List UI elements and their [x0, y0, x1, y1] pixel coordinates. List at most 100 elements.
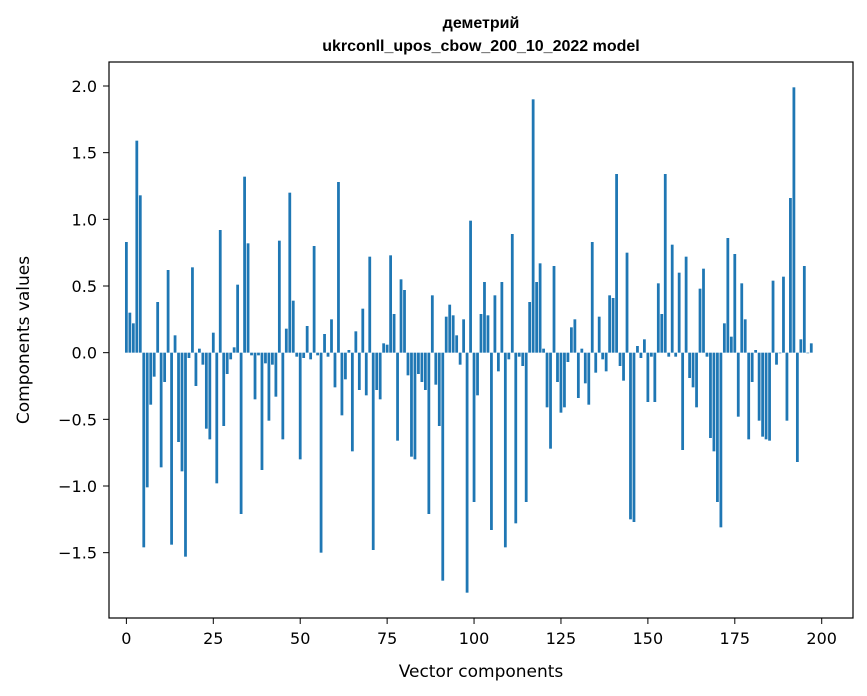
bar-168 [709, 352, 712, 438]
bar-99 [469, 220, 472, 353]
bars-group [124, 87, 813, 593]
bar-15 [177, 352, 180, 442]
bar-0 [124, 242, 128, 353]
bar-139 [608, 295, 612, 353]
bar-10 [159, 352, 163, 468]
bar-29 [225, 352, 229, 374]
bar-72 [375, 352, 379, 390]
bar-120 [542, 348, 545, 353]
bar-7 [149, 352, 153, 405]
x-axis-label: Vector components [399, 662, 564, 682]
bar-83 [413, 352, 417, 460]
bar-37 [253, 352, 257, 400]
y-tick-label: 2.0 [72, 77, 97, 96]
bar-36 [250, 352, 253, 356]
bar-26 [215, 352, 219, 484]
plot-area-frame [108, 61, 854, 619]
bar-171 [719, 352, 723, 528]
bar-151 [649, 352, 653, 357]
bar-27 [218, 230, 222, 353]
x-tick-label: 175 [720, 629, 751, 648]
bar-126 [563, 352, 566, 408]
bar-63 [344, 352, 347, 380]
bar-149 [643, 339, 646, 353]
bar-169 [712, 352, 716, 452]
bar-28 [222, 352, 226, 426]
bar-5 [142, 352, 146, 548]
bar-9 [156, 302, 160, 353]
bar-159 [677, 272, 681, 353]
bar-107 [496, 352, 500, 372]
bar-108 [500, 282, 504, 353]
bar-181 [754, 350, 758, 353]
bar-195 [802, 266, 806, 353]
chart-title-line1: деметрий [443, 15, 520, 32]
bar-70 [368, 256, 372, 353]
bar-184 [764, 352, 768, 440]
bar-22 [201, 352, 205, 365]
x-axis-ticks: 0 25 50 75 100 125 150 175 200 [121, 618, 837, 648]
bar-56 [319, 352, 323, 553]
bar-191 [789, 198, 792, 353]
bar-124 [556, 352, 559, 382]
bar-174 [729, 336, 733, 353]
bar-1 [128, 312, 132, 353]
bar-61 [337, 182, 340, 353]
bar-117 [531, 99, 535, 353]
bar-66 [354, 331, 358, 353]
bar-156 [667, 352, 671, 357]
bar-114 [521, 352, 525, 366]
bar-106 [493, 295, 497, 353]
bar-78 [396, 352, 399, 441]
bar-133 [587, 352, 591, 405]
bar-8 [152, 352, 156, 377]
bar-154 [660, 314, 664, 353]
bar-17 [184, 352, 187, 557]
bar-18 [187, 352, 191, 358]
bar-14 [173, 335, 177, 353]
bar-93 [448, 304, 452, 353]
bar-20 [194, 352, 198, 386]
bar-185 [768, 352, 771, 441]
bar-105 [490, 352, 493, 530]
bar-92 [444, 316, 448, 353]
bar-94 [451, 315, 455, 353]
bar-25 [211, 332, 215, 353]
bar-183 [761, 352, 764, 437]
bar-19 [191, 267, 194, 353]
bar-42 [271, 352, 274, 365]
bar-21 [198, 348, 201, 353]
bar-50 [298, 352, 302, 460]
bar-2 [131, 323, 135, 353]
bar-101 [476, 352, 479, 396]
bar-84 [417, 352, 420, 374]
bar-6 [145, 352, 149, 488]
bar-80 [403, 290, 406, 353]
bar-147 [636, 346, 639, 353]
bar-127 [566, 352, 570, 362]
bar-97 [462, 319, 466, 353]
bar-76 [389, 255, 392, 353]
bar-40 [264, 352, 267, 364]
bar-11 [163, 352, 167, 382]
bar-122 [549, 352, 552, 449]
bar-136 [597, 316, 601, 353]
x-tick-label: 75 [377, 629, 397, 648]
bar-75 [385, 344, 389, 353]
bar-155 [663, 174, 667, 353]
bar-95 [455, 335, 459, 353]
bar-115 [524, 352, 528, 502]
bar-69 [364, 352, 368, 396]
bar-4 [138, 195, 142, 353]
bar-111 [510, 234, 514, 353]
y-tick-label: −0.5 [58, 410, 97, 429]
bar-182 [757, 352, 761, 421]
bar-131 [580, 348, 584, 353]
bar-67 [357, 352, 361, 390]
bar-145 [629, 352, 632, 520]
bar-65 [350, 352, 354, 452]
bar-143 [622, 352, 625, 381]
bar-140 [611, 298, 615, 353]
bar-189 [782, 276, 785, 353]
y-tick-label: 0.0 [72, 344, 97, 363]
